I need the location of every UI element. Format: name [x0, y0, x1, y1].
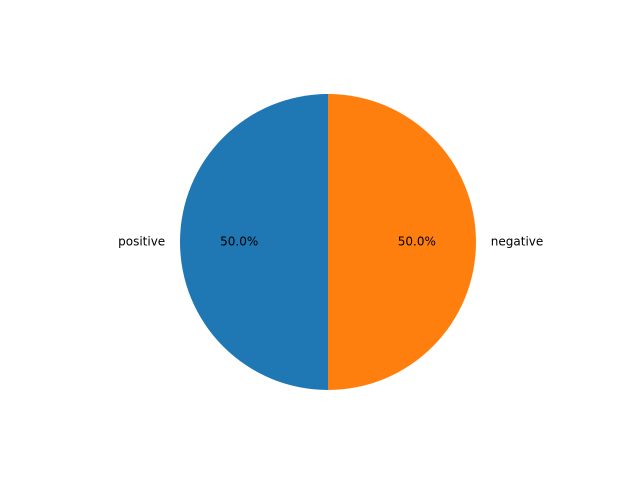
pie-slice-negative — [328, 94, 476, 390]
slice-pct-label-positive: 50.0% — [220, 235, 258, 249]
slice-pct-label-negative: 50.0% — [398, 235, 436, 249]
labels-layer: positive 50.0% negative 50.0% — [118, 235, 543, 249]
slice-label-positive: positive — [118, 235, 165, 249]
pie-slice-positive — [180, 94, 328, 390]
slice-label-negative: negative — [491, 235, 543, 249]
slices-layer — [180, 94, 476, 390]
